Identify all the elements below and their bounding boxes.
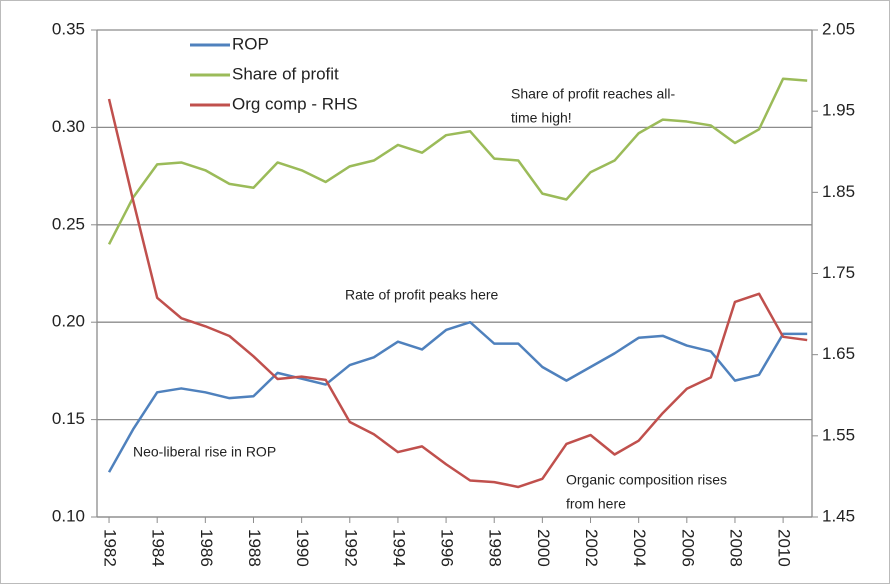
x-tick-label: 2010 [775, 529, 794, 567]
legend-label: ROP [232, 34, 269, 53]
y-tick-label: 0.15 [52, 409, 85, 428]
annotation: Share of profit reaches all- [511, 86, 676, 102]
annotation: Neo-liberal rise in ROP [133, 444, 276, 460]
y-tick-label: 0.25 [52, 214, 85, 233]
y2-tick-label: 1.75 [822, 263, 855, 282]
y2-tick-label: 1.45 [822, 506, 855, 525]
legend-label: Org comp - RHS [232, 94, 358, 113]
series-line [107, 98, 808, 489]
x-tick-label: 1990 [293, 529, 312, 567]
annotation: Organic composition rises [566, 472, 727, 488]
x-tick-label: 2004 [630, 529, 649, 567]
x-tick-label: 1998 [486, 529, 505, 567]
legend-label: Share of profit [232, 64, 339, 83]
x-tick-label: 1994 [389, 529, 408, 567]
annotation: Rate of profit peaks here [345, 287, 499, 303]
annotation: time high! [511, 110, 572, 126]
y2-tick-label: 1.55 [822, 425, 855, 444]
x-tick-label: 1992 [341, 529, 360, 567]
y2-tick-label: 1.85 [822, 182, 855, 201]
y2-tick-label: 2.05 [822, 19, 855, 38]
y-tick-label: 0.35 [52, 19, 85, 38]
x-tick-label: 1982 [101, 529, 120, 567]
y-tick-label: 0.10 [52, 506, 85, 525]
x-tick-label: 2000 [534, 529, 553, 567]
x-tick-label: 1984 [149, 529, 168, 567]
y-tick-label: 0.20 [52, 312, 85, 331]
y-tick-label: 0.30 [52, 117, 85, 136]
x-tick-label: 2006 [678, 529, 697, 567]
x-tick-label: 1988 [245, 529, 264, 567]
x-tick-label: 1996 [438, 529, 457, 567]
series-line [107, 77, 808, 245]
series-line [107, 320, 808, 473]
annotation: from here [566, 496, 626, 512]
y2-tick-label: 1.95 [822, 101, 855, 120]
x-tick-label: 1986 [197, 529, 216, 567]
x-tick-label: 2002 [582, 529, 601, 567]
y2-tick-label: 1.65 [822, 344, 855, 363]
x-tick-label: 2008 [726, 529, 745, 567]
